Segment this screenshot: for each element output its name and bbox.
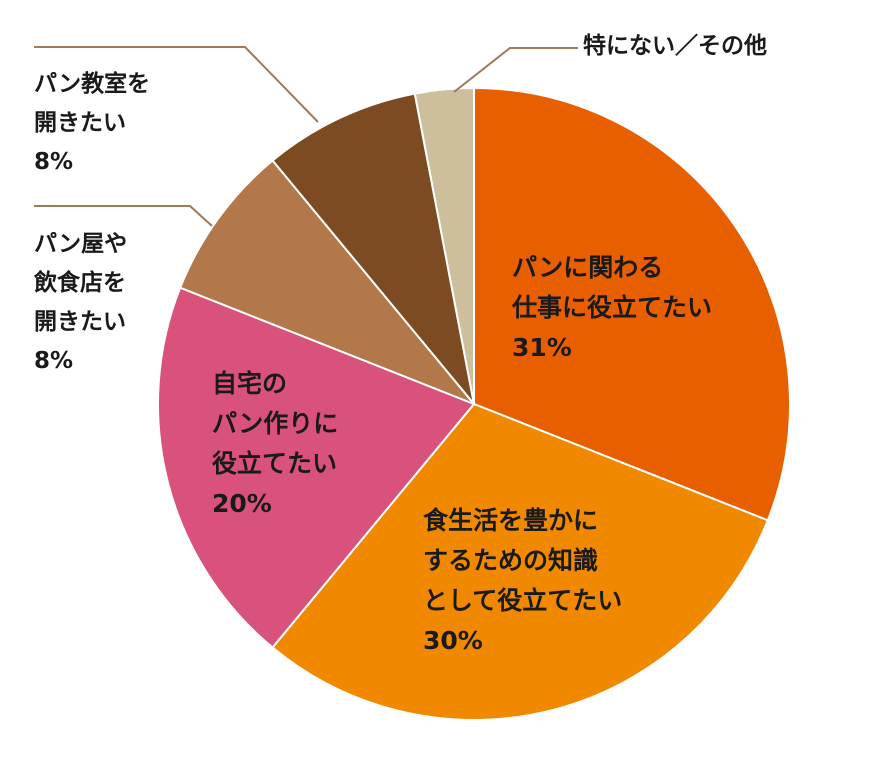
slice-label-line: パン作りに <box>212 409 338 438</box>
slice-labels: パンに関わる仕事に役立てたい 31% 食生活を豊かにするための知識として役立てたい 3… <box>33 32 767 655</box>
slice-label-line: 開きたい <box>34 309 126 335</box>
slice-label-line: 自宅の <box>212 369 287 398</box>
slice-label-line: 特にない／その他 <box>583 32 767 59</box>
slice-label-line: するための知識 <box>423 546 598 575</box>
pie-slice-6 <box>413 86 475 405</box>
pie-slice-4 <box>178 159 475 405</box>
slice-value-label: 8% <box>34 149 73 175</box>
leader-line-4 <box>34 205 213 227</box>
slice-value-label: 8% <box>34 348 73 374</box>
slice-label-line: 飲食店を <box>33 269 126 296</box>
pie-slice-3 <box>157 286 476 649</box>
slice-label-line: 役立てたい <box>212 449 337 478</box>
slice-label-line: 食生活を豊かに <box>423 506 598 535</box>
slice-label-5: パン教室を開きたい 8% <box>34 70 150 175</box>
pie-slice-5 <box>271 92 475 405</box>
slice-label-line: パンに関わる <box>512 253 663 282</box>
slice-value-label: 30% <box>423 626 483 655</box>
slice-value-label: 20% <box>212 489 272 518</box>
slice-label-line: パン教室を <box>34 70 150 97</box>
slice-label-3: 自宅のパン作りに役立てたい 20% <box>212 369 338 518</box>
pie-slice-2 <box>271 402 770 722</box>
slice-label-line: 仕事に役立てたい <box>511 293 712 322</box>
slice-label-6: 特にない／その他 <box>583 32 767 59</box>
slice-label-line: 開きたい <box>34 110 126 136</box>
slice-label-line: パン屋や <box>34 231 127 257</box>
slice-label-2: 食生活を豊かにするための知識として役立てたい 30% <box>423 506 622 655</box>
slice-label-4: パン屋や飲食店を開きたい 8% <box>33 231 127 374</box>
leader-line-6 <box>453 47 578 93</box>
pie-slices <box>157 86 791 722</box>
slice-value-label: 31% <box>512 333 572 362</box>
slice-label-1: パンに関わる仕事に役立てたい 31% <box>511 253 712 362</box>
pie-slice-1 <box>473 86 791 522</box>
slice-label-line: として役立てたい <box>423 586 622 615</box>
leader-line-5 <box>34 46 319 123</box>
leader-lines <box>34 46 578 227</box>
